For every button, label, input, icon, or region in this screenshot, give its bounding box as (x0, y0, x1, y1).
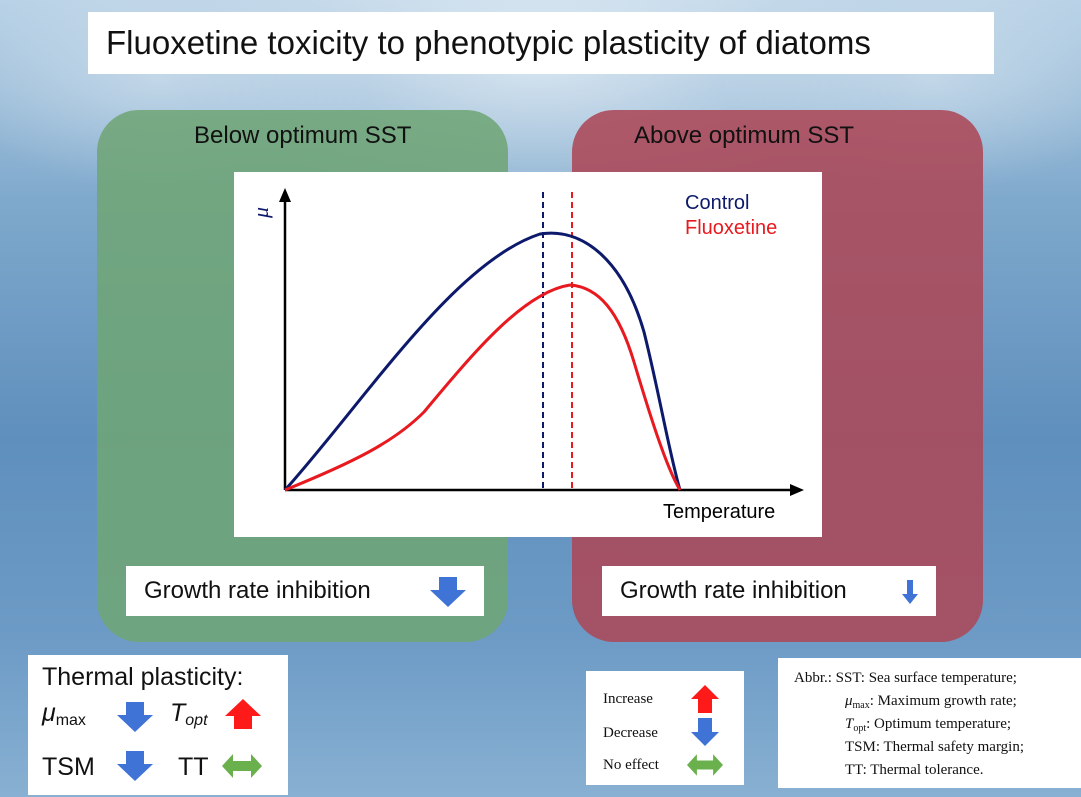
abbr-t-symbol: T (845, 716, 854, 732)
abbr-line-4: TSM: Thermal safety margin; (845, 739, 1024, 755)
mu-symbol: μ (42, 699, 56, 727)
abbr-t-text: : Optimum temperature; (866, 716, 1012, 732)
below-growth-label: Growth rate inhibition (144, 577, 371, 604)
abbr-line-5: TT: Thermal tolerance. (845, 762, 984, 778)
legend-decrease-label: Decrease (603, 725, 658, 741)
decrease-arrow-icon (691, 718, 719, 746)
thermal-plasticity-box: Thermal plasticity: μmax Topt TSM TT (28, 655, 288, 795)
title-box: Fluoxetine toxicity to phenotypic plasti… (88, 12, 994, 74)
t-opt-up-arrow-icon (225, 699, 261, 729)
mu-max-down-arrow-icon (117, 702, 153, 732)
page-title: Fluoxetine toxicity to phenotypic plasti… (106, 24, 871, 61)
abbr-line-2: μmax: Maximum growth rate; (845, 693, 1017, 711)
effect-legend-box: Increase Decrease No effect (586, 671, 744, 785)
abbr-mu-sub: max (852, 700, 870, 711)
legend-fluoxetine: Fluoxetine (685, 217, 777, 239)
abbr-t-sub: opt (853, 723, 867, 734)
abbreviations-box: Abbr.: SST: Sea surface temperature; μma… (778, 658, 1081, 788)
legend-no-effect-label: No effect (603, 757, 659, 773)
t-subscript: opt (185, 712, 208, 729)
abbr-prefix: Abbr.: (794, 670, 832, 686)
below-optimum-label: Below optimum SST (194, 122, 412, 149)
tt-label: TT (178, 753, 209, 781)
no-effect-arrow-icon (687, 754, 723, 776)
fluoxetine-curve (284, 283, 682, 492)
chart-svg: μ Temperature Control Fluoxetine (248, 188, 804, 523)
above-growth-box: Growth rate inhibition (602, 566, 936, 616)
y-axis-label: μ (248, 207, 273, 219)
increase-arrow-icon (691, 685, 719, 713)
above-optimum-label: Above optimum SST (634, 122, 855, 149)
tt-double-arrow-icon (222, 754, 262, 778)
abbr-sst: SST: Sea surface temperature; (835, 670, 1017, 686)
x-axis-arrowhead (790, 484, 804, 496)
below-growth-box: Growth rate inhibition (126, 566, 484, 616)
abbr-line-3: Topt: Optimum temperature; (845, 716, 1011, 734)
abbr-mu-text: : Maximum growth rate; (869, 693, 1017, 709)
mu-subscript: max (55, 712, 86, 729)
thermal-performance-chart: μ Temperature Control Fluoxetine (234, 172, 822, 537)
abbr-mu-symbol: μ (845, 693, 853, 709)
control-curve (283, 231, 682, 492)
legend-increase-label: Increase (603, 691, 653, 707)
tsm-label: TSM (42, 753, 95, 781)
y-axis-arrowhead (279, 188, 291, 202)
legend-control: Control (685, 192, 749, 214)
t-symbol: T (170, 699, 186, 727)
above-growth-label: Growth rate inhibition (620, 577, 847, 604)
large-down-arrow-icon (430, 577, 466, 607)
x-axis-label: Temperature (663, 501, 775, 523)
mu-max-label: μmax (42, 699, 86, 730)
thermal-plasticity-heading: Thermal plasticity: (42, 663, 244, 691)
abbr-line-1: Abbr.: SST: Sea surface temperature; (794, 670, 1017, 687)
t-opt-label: Topt (170, 699, 208, 730)
small-down-arrow-icon (902, 580, 918, 604)
tsm-down-arrow-icon (117, 751, 153, 781)
